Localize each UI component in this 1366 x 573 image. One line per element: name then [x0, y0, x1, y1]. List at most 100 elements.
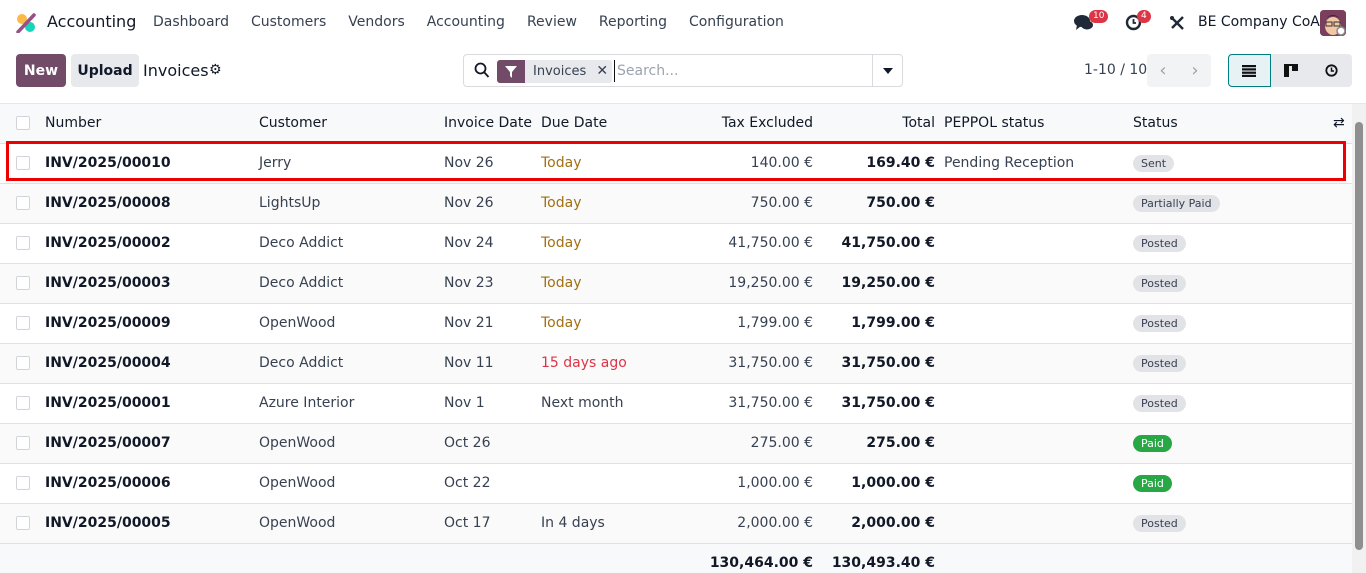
- peppol-status: [935, 183, 1133, 224]
- clock-icon: [1325, 64, 1338, 77]
- scrollbar-thumb[interactable]: [1355, 122, 1363, 550]
- table-footer-row: 130,464.00 € 130,493.40 €: [0, 543, 1352, 573]
- customer: OpenWood: [259, 423, 444, 464]
- select-all-checkbox[interactable]: [16, 116, 30, 131]
- top-navbar: Accounting Dashboard Customers Vendors A…: [0, 0, 1366, 46]
- row-checkbox[interactable]: [16, 436, 30, 450]
- table-row[interactable]: INV/2025/00008 LightsUp Nov 26 Today 750…: [0, 183, 1352, 224]
- next-page-button[interactable]: ›: [1179, 54, 1211, 87]
- status-badge: Posted: [1133, 234, 1186, 252]
- tax-excluded: 19,250.00 €: [661, 263, 813, 304]
- row-checkbox[interactable]: [16, 276, 30, 290]
- customer: Jerry: [259, 143, 444, 184]
- total: 41,750.00 €: [813, 223, 935, 264]
- table-row[interactable]: INV/2025/00003 Deco Addict Nov 23 Today …: [0, 263, 1352, 304]
- customer: OpenWood: [259, 303, 444, 344]
- table-row[interactable]: INV/2025/00007 OpenWood Oct 26 275.00 € …: [0, 423, 1352, 464]
- row-checkbox[interactable]: [16, 316, 30, 330]
- table-row[interactable]: INV/2025/00005 OpenWood Oct 17 In 4 days…: [0, 503, 1352, 544]
- tools-icon[interactable]: [1169, 15, 1185, 31]
- invoice-date: Nov 26: [444, 183, 541, 224]
- col-status[interactable]: Status: [1133, 104, 1333, 144]
- col-customer[interactable]: Customer: [259, 104, 444, 144]
- col-tax-excluded[interactable]: Tax Excluded: [661, 104, 813, 144]
- list-view-button[interactable]: [1228, 54, 1271, 87]
- col-total[interactable]: Total: [813, 104, 935, 144]
- row-checkbox[interactable]: [16, 396, 30, 410]
- col-number[interactable]: Number: [45, 104, 259, 144]
- status-badge: Paid: [1133, 434, 1172, 452]
- row-checkbox[interactable]: [16, 476, 30, 490]
- menu-configuration[interactable]: Configuration: [688, 14, 784, 30]
- activity-view-button[interactable]: [1311, 54, 1352, 87]
- customer: Deco Addict: [259, 263, 444, 304]
- row-checkbox[interactable]: [16, 236, 30, 250]
- upload-button[interactable]: Upload: [71, 54, 139, 87]
- search-icon[interactable]: [474, 62, 490, 79]
- total: 1,000.00 €: [813, 463, 935, 504]
- table-row[interactable]: INV/2025/00009 OpenWood Nov 21 Today 1,7…: [0, 303, 1352, 344]
- col-invoice-date[interactable]: Invoice Date: [444, 104, 541, 144]
- menu-reporting[interactable]: Reporting: [598, 14, 667, 30]
- menu-accounting[interactable]: Accounting: [426, 14, 505, 30]
- menu-vendors[interactable]: Vendors: [348, 14, 405, 30]
- row-checkbox[interactable]: [16, 196, 30, 210]
- table-row[interactable]: INV/2025/00004 Deco Addict Nov 11 15 day…: [0, 343, 1352, 384]
- caret-down-icon: [882, 67, 893, 74]
- peppol-status: [935, 303, 1133, 344]
- accounting-logo-icon[interactable]: [16, 13, 36, 33]
- gear-icon[interactable]: ⚙: [209, 62, 222, 78]
- customer: OpenWood: [259, 503, 444, 544]
- company-switcher[interactable]: BE Company CoA: [1198, 14, 1320, 30]
- due-date: [541, 423, 661, 464]
- footer-tax-excluded-sum: 130,464.00 €: [661, 543, 813, 573]
- search-facet-invoices: Invoices ✕: [497, 60, 613, 83]
- previous-page-button[interactable]: ‹: [1147, 54, 1179, 87]
- tax-excluded: 750.00 €: [661, 183, 813, 224]
- user-avatar[interactable]: [1320, 10, 1346, 36]
- invoice-date: Nov 1: [444, 383, 541, 424]
- invoice-number: INV/2025/00004: [45, 343, 259, 384]
- list-icon: [1242, 64, 1257, 77]
- table-row[interactable]: INV/2025/00010 Jerry Nov 26 Today 140.00…: [0, 143, 1352, 184]
- customer: LightsUp: [259, 183, 444, 224]
- row-checkbox[interactable]: [16, 516, 30, 530]
- status-badge: Partially Paid: [1133, 194, 1220, 212]
- menu-customers[interactable]: Customers: [250, 14, 327, 30]
- due-date: [541, 463, 661, 504]
- search-bar: Invoices ✕: [463, 54, 903, 87]
- activities-button[interactable]: 4: [1125, 10, 1151, 32]
- messages-button[interactable]: 10: [1074, 10, 1109, 32]
- kanban-view-button[interactable]: [1271, 54, 1312, 87]
- col-due-date[interactable]: Due Date: [541, 104, 661, 144]
- chevron-right-icon: ›: [1191, 60, 1199, 81]
- optional-columns-toggle-icon[interactable]: ⇄: [1333, 115, 1345, 132]
- col-peppol-status[interactable]: PEPPOL status: [935, 104, 1133, 144]
- view-switcher: [1228, 54, 1352, 87]
- table-row[interactable]: INV/2025/00001 Azure Interior Nov 1 Next…: [0, 383, 1352, 424]
- remove-facet-icon[interactable]: ✕: [596, 63, 609, 79]
- peppol-status: Pending Reception: [935, 143, 1133, 184]
- new-button[interactable]: New: [16, 54, 66, 87]
- menu-dashboard[interactable]: Dashboard: [153, 14, 229, 30]
- search-input[interactable]: [614, 60, 869, 82]
- menu-review[interactable]: Review: [526, 14, 577, 30]
- row-checkbox[interactable]: [16, 356, 30, 370]
- status-badge: Posted: [1133, 354, 1186, 372]
- app-name[interactable]: Accounting: [47, 12, 137, 31]
- table-row[interactable]: INV/2025/00002 Deco Addict Nov 24 Today …: [0, 223, 1352, 264]
- vertical-scrollbar[interactable]: [1352, 104, 1366, 573]
- search-options-toggle[interactable]: [872, 55, 902, 86]
- page-title[interactable]: Invoices: [143, 61, 209, 80]
- table-row[interactable]: INV/2025/00006 OpenWood Oct 22 1,000.00 …: [0, 463, 1352, 504]
- invoice-number: INV/2025/00006: [45, 463, 259, 504]
- due-date: Today: [541, 183, 661, 224]
- total: 2,000.00 €: [813, 503, 935, 544]
- peppol-status: [935, 343, 1133, 384]
- pager-value[interactable]: 1-10 / 10: [1084, 62, 1148, 78]
- row-checkbox[interactable]: [16, 156, 30, 170]
- invoice-date: Nov 21: [444, 303, 541, 344]
- due-date: Next month: [541, 383, 661, 424]
- tax-excluded: 31,750.00 €: [661, 383, 813, 424]
- table-header-row: Number Customer Invoice Date Due Date Ta…: [0, 104, 1352, 144]
